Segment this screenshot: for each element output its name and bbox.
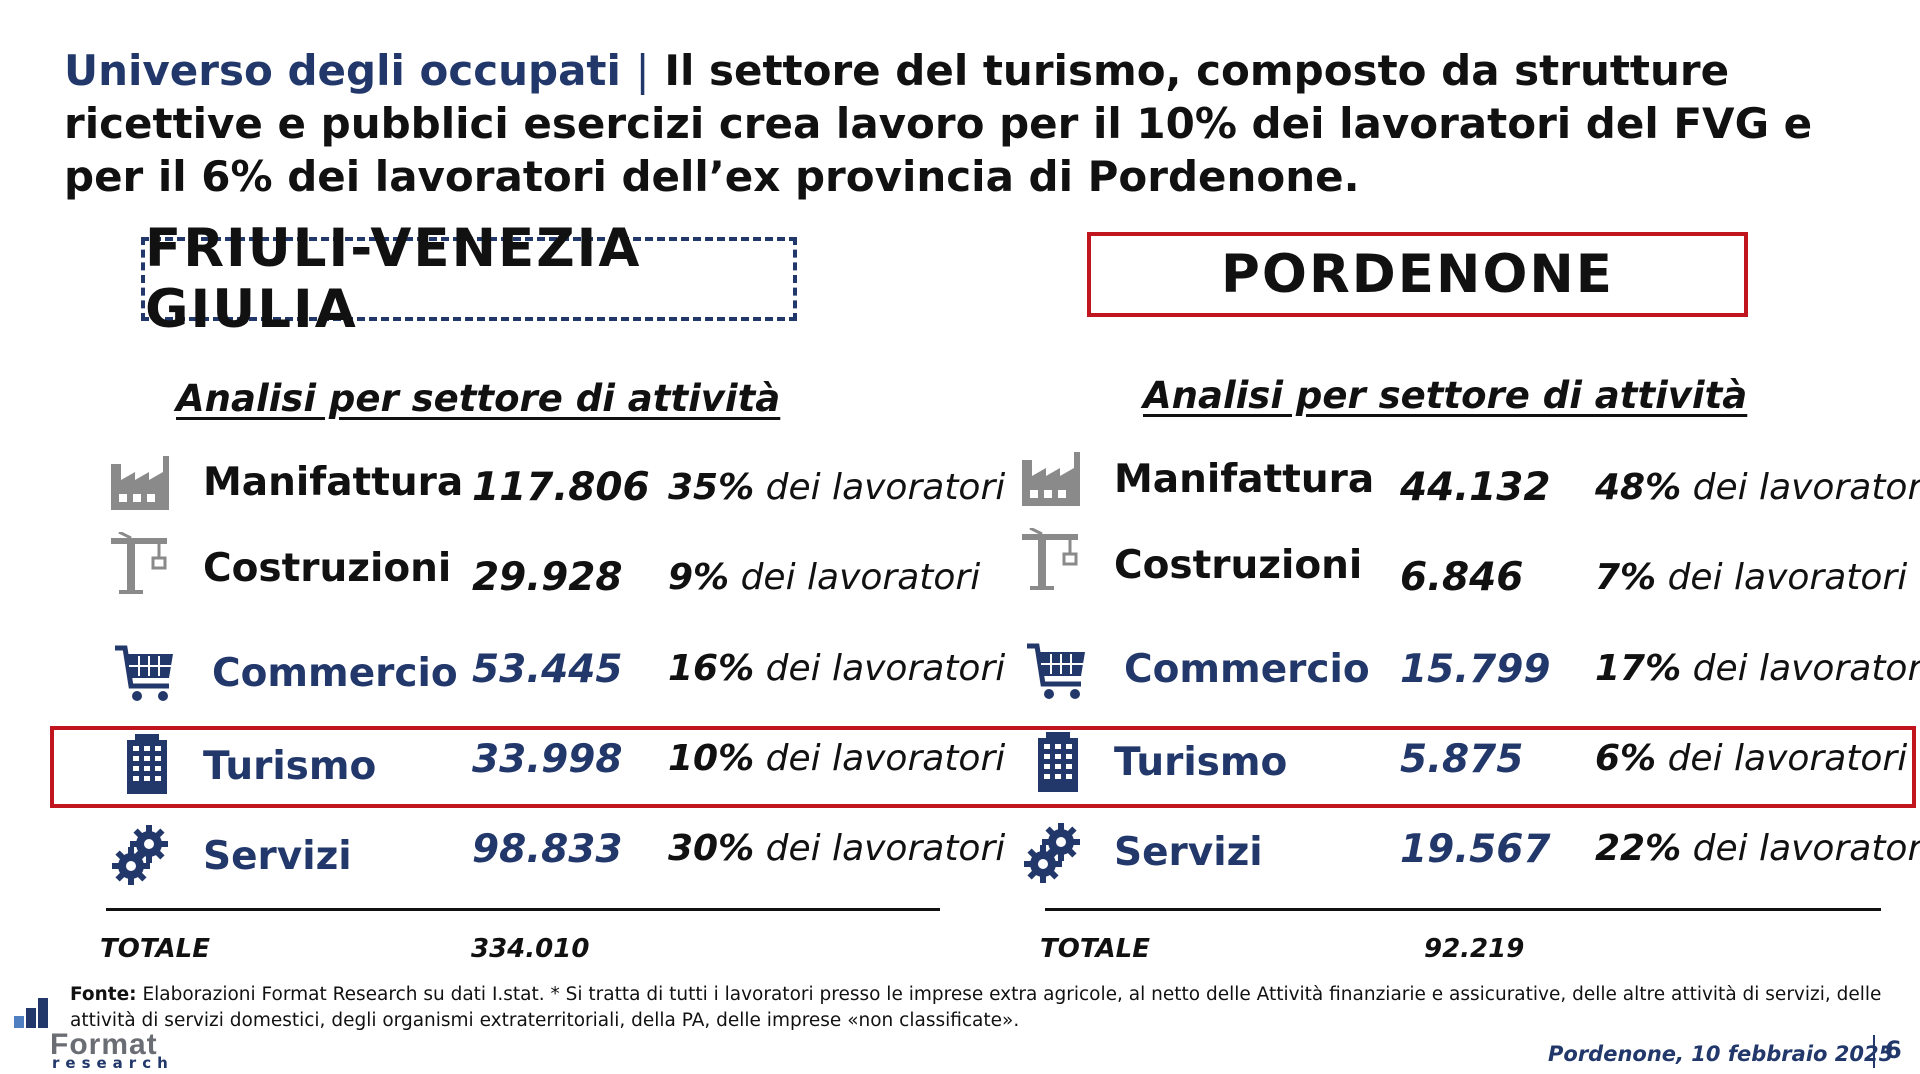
total-label: TOTALE bbox=[100, 934, 211, 964]
page-number: 6 bbox=[1885, 1036, 1902, 1064]
sector-percentage: 16% dei lavoratori bbox=[668, 648, 1006, 689]
crane-icon bbox=[1018, 528, 1082, 592]
factory-icon bbox=[107, 450, 171, 514]
sector-percentage: 48% dei lavoratori bbox=[1595, 467, 1920, 508]
sector-value: 15.799 bbox=[1400, 647, 1551, 692]
sector-value: 19.567 bbox=[1400, 827, 1551, 872]
sector-value: 33.998 bbox=[472, 737, 623, 782]
sector-value: 6.846 bbox=[1400, 555, 1524, 600]
sector-percentage: 6% dei lavoratori bbox=[1595, 738, 1908, 779]
subtitle-pordenone: Analisi per settore di attività bbox=[1143, 374, 1748, 417]
heading-text: Il settore del turismo, composto da stru… bbox=[64, 46, 1813, 201]
sector-percentage: 7% dei lavoratori bbox=[1595, 557, 1908, 598]
logo-subtitle: research bbox=[52, 1054, 174, 1072]
subtitle-fvg: Analisi per settore di attività bbox=[176, 377, 781, 420]
source-label: Fonte: bbox=[70, 984, 137, 1005]
total-value: 334.010 bbox=[471, 934, 590, 964]
gears-icon bbox=[109, 822, 173, 886]
total-label: TOTALE bbox=[1040, 934, 1151, 964]
sector-name: Servizi bbox=[203, 834, 352, 879]
sector-value: 5.875 bbox=[1400, 737, 1524, 782]
sector-name: Servizi bbox=[1114, 830, 1263, 875]
footer-divider bbox=[1873, 1035, 1875, 1068]
building-icon bbox=[115, 732, 179, 796]
logo-word: Format bbox=[50, 1028, 158, 1061]
sector-percentage: 30% dei lavoratori bbox=[668, 828, 1006, 869]
sector-name: Costruzioni bbox=[1114, 543, 1363, 588]
total-value: 92.219 bbox=[1424, 934, 1525, 964]
sector-percentage: 10% dei lavoratori bbox=[668, 738, 1006, 779]
gears-icon bbox=[1021, 820, 1085, 884]
logo-mark-icon bbox=[14, 998, 50, 1028]
sector-percentage: 9% dei lavoratori bbox=[668, 557, 981, 598]
sector-percentage: 35% dei lavoratori bbox=[668, 467, 1006, 508]
sector-name: Turismo bbox=[203, 744, 377, 789]
heading-highlight: Universo degli occupati bbox=[64, 46, 621, 95]
cart-icon bbox=[1025, 640, 1089, 704]
sector-name: Turismo bbox=[1114, 740, 1288, 785]
factory-icon bbox=[1018, 446, 1082, 510]
turismo-highlight-frame bbox=[50, 726, 1916, 808]
sector-name: Commercio bbox=[1124, 647, 1370, 692]
footer-date: Pordenone, 10 febbraio 2025 bbox=[1548, 1042, 1894, 1066]
heading-separator: | bbox=[635, 46, 650, 95]
sector-name: Manifattura bbox=[1114, 457, 1375, 502]
source-note: Fonte: Elaborazioni Format Research su d… bbox=[70, 982, 1910, 1034]
sector-name: Commercio bbox=[212, 651, 458, 696]
sector-percentage: 17% dei lavoratori bbox=[1595, 648, 1920, 689]
region-title-fvg: FRIULI-VENEZIA GIULIA bbox=[141, 218, 797, 340]
sector-value: 98.833 bbox=[472, 827, 623, 872]
building-icon bbox=[1026, 730, 1090, 794]
sector-value: 44.132 bbox=[1400, 465, 1551, 510]
total-divider bbox=[1045, 908, 1881, 911]
region-title-pordenone: PORDENONE bbox=[1087, 232, 1748, 317]
sector-value: 29.928 bbox=[472, 555, 623, 600]
sector-value: 117.806 bbox=[472, 465, 650, 510]
sector-name: Manifattura bbox=[203, 460, 464, 505]
sector-percentage: 22% dei lavoratori bbox=[1595, 828, 1920, 869]
cart-icon bbox=[113, 642, 177, 706]
crane-icon bbox=[107, 532, 171, 596]
sector-value: 53.445 bbox=[472, 647, 623, 692]
slide-heading: Universo degli occupati | Il settore del… bbox=[64, 44, 1904, 203]
source-text: Elaborazioni Format Research su dati I.s… bbox=[70, 984, 1882, 1031]
sector-name: Costruzioni bbox=[203, 546, 452, 591]
total-divider bbox=[106, 908, 940, 911]
